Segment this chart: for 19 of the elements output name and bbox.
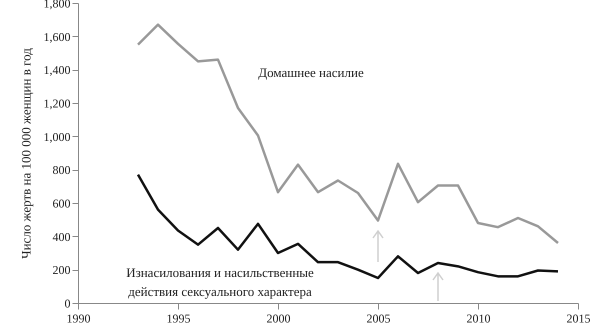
x-tick-label: 2000	[266, 312, 290, 326]
x-tick-label: 2010	[466, 312, 490, 326]
y-tick-label: 1,600	[44, 30, 70, 44]
x-tick-label: 1990	[66, 312, 90, 326]
y-tick-label: 400	[52, 230, 70, 244]
x-tick-label: 2005	[366, 312, 390, 326]
line-series	[136, 23, 560, 244]
y-tick-label: 1,200	[44, 96, 70, 110]
y-tick-label: 1,400	[44, 63, 70, 78]
y-tick-label: 800	[52, 163, 70, 178]
x-tick-label: 1995	[166, 312, 190, 326]
series-label: Изнасилования и насильственные действия сексуального характера	[126, 265, 314, 299]
x-tick-label: 2015	[566, 312, 590, 326]
y-axis-title: Число жертв на 100 000 женщин в год	[18, 48, 34, 259]
y-tick-label: 600	[52, 196, 70, 210]
y-tick-label: 1,000	[44, 130, 70, 144]
y-tick-label: 200	[52, 263, 70, 278]
text: Домашнее насилие	[258, 65, 364, 80]
y-tick-label: 0	[64, 296, 70, 310]
